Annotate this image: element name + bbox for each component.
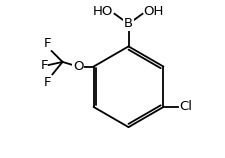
- Text: B: B: [123, 17, 133, 30]
- Text: F: F: [40, 58, 47, 72]
- Text: F: F: [44, 76, 52, 89]
- Text: O: O: [72, 60, 83, 73]
- Text: Cl: Cl: [178, 100, 191, 113]
- Text: OH: OH: [143, 5, 163, 18]
- Text: HO: HO: [92, 5, 113, 18]
- Text: F: F: [43, 37, 51, 50]
